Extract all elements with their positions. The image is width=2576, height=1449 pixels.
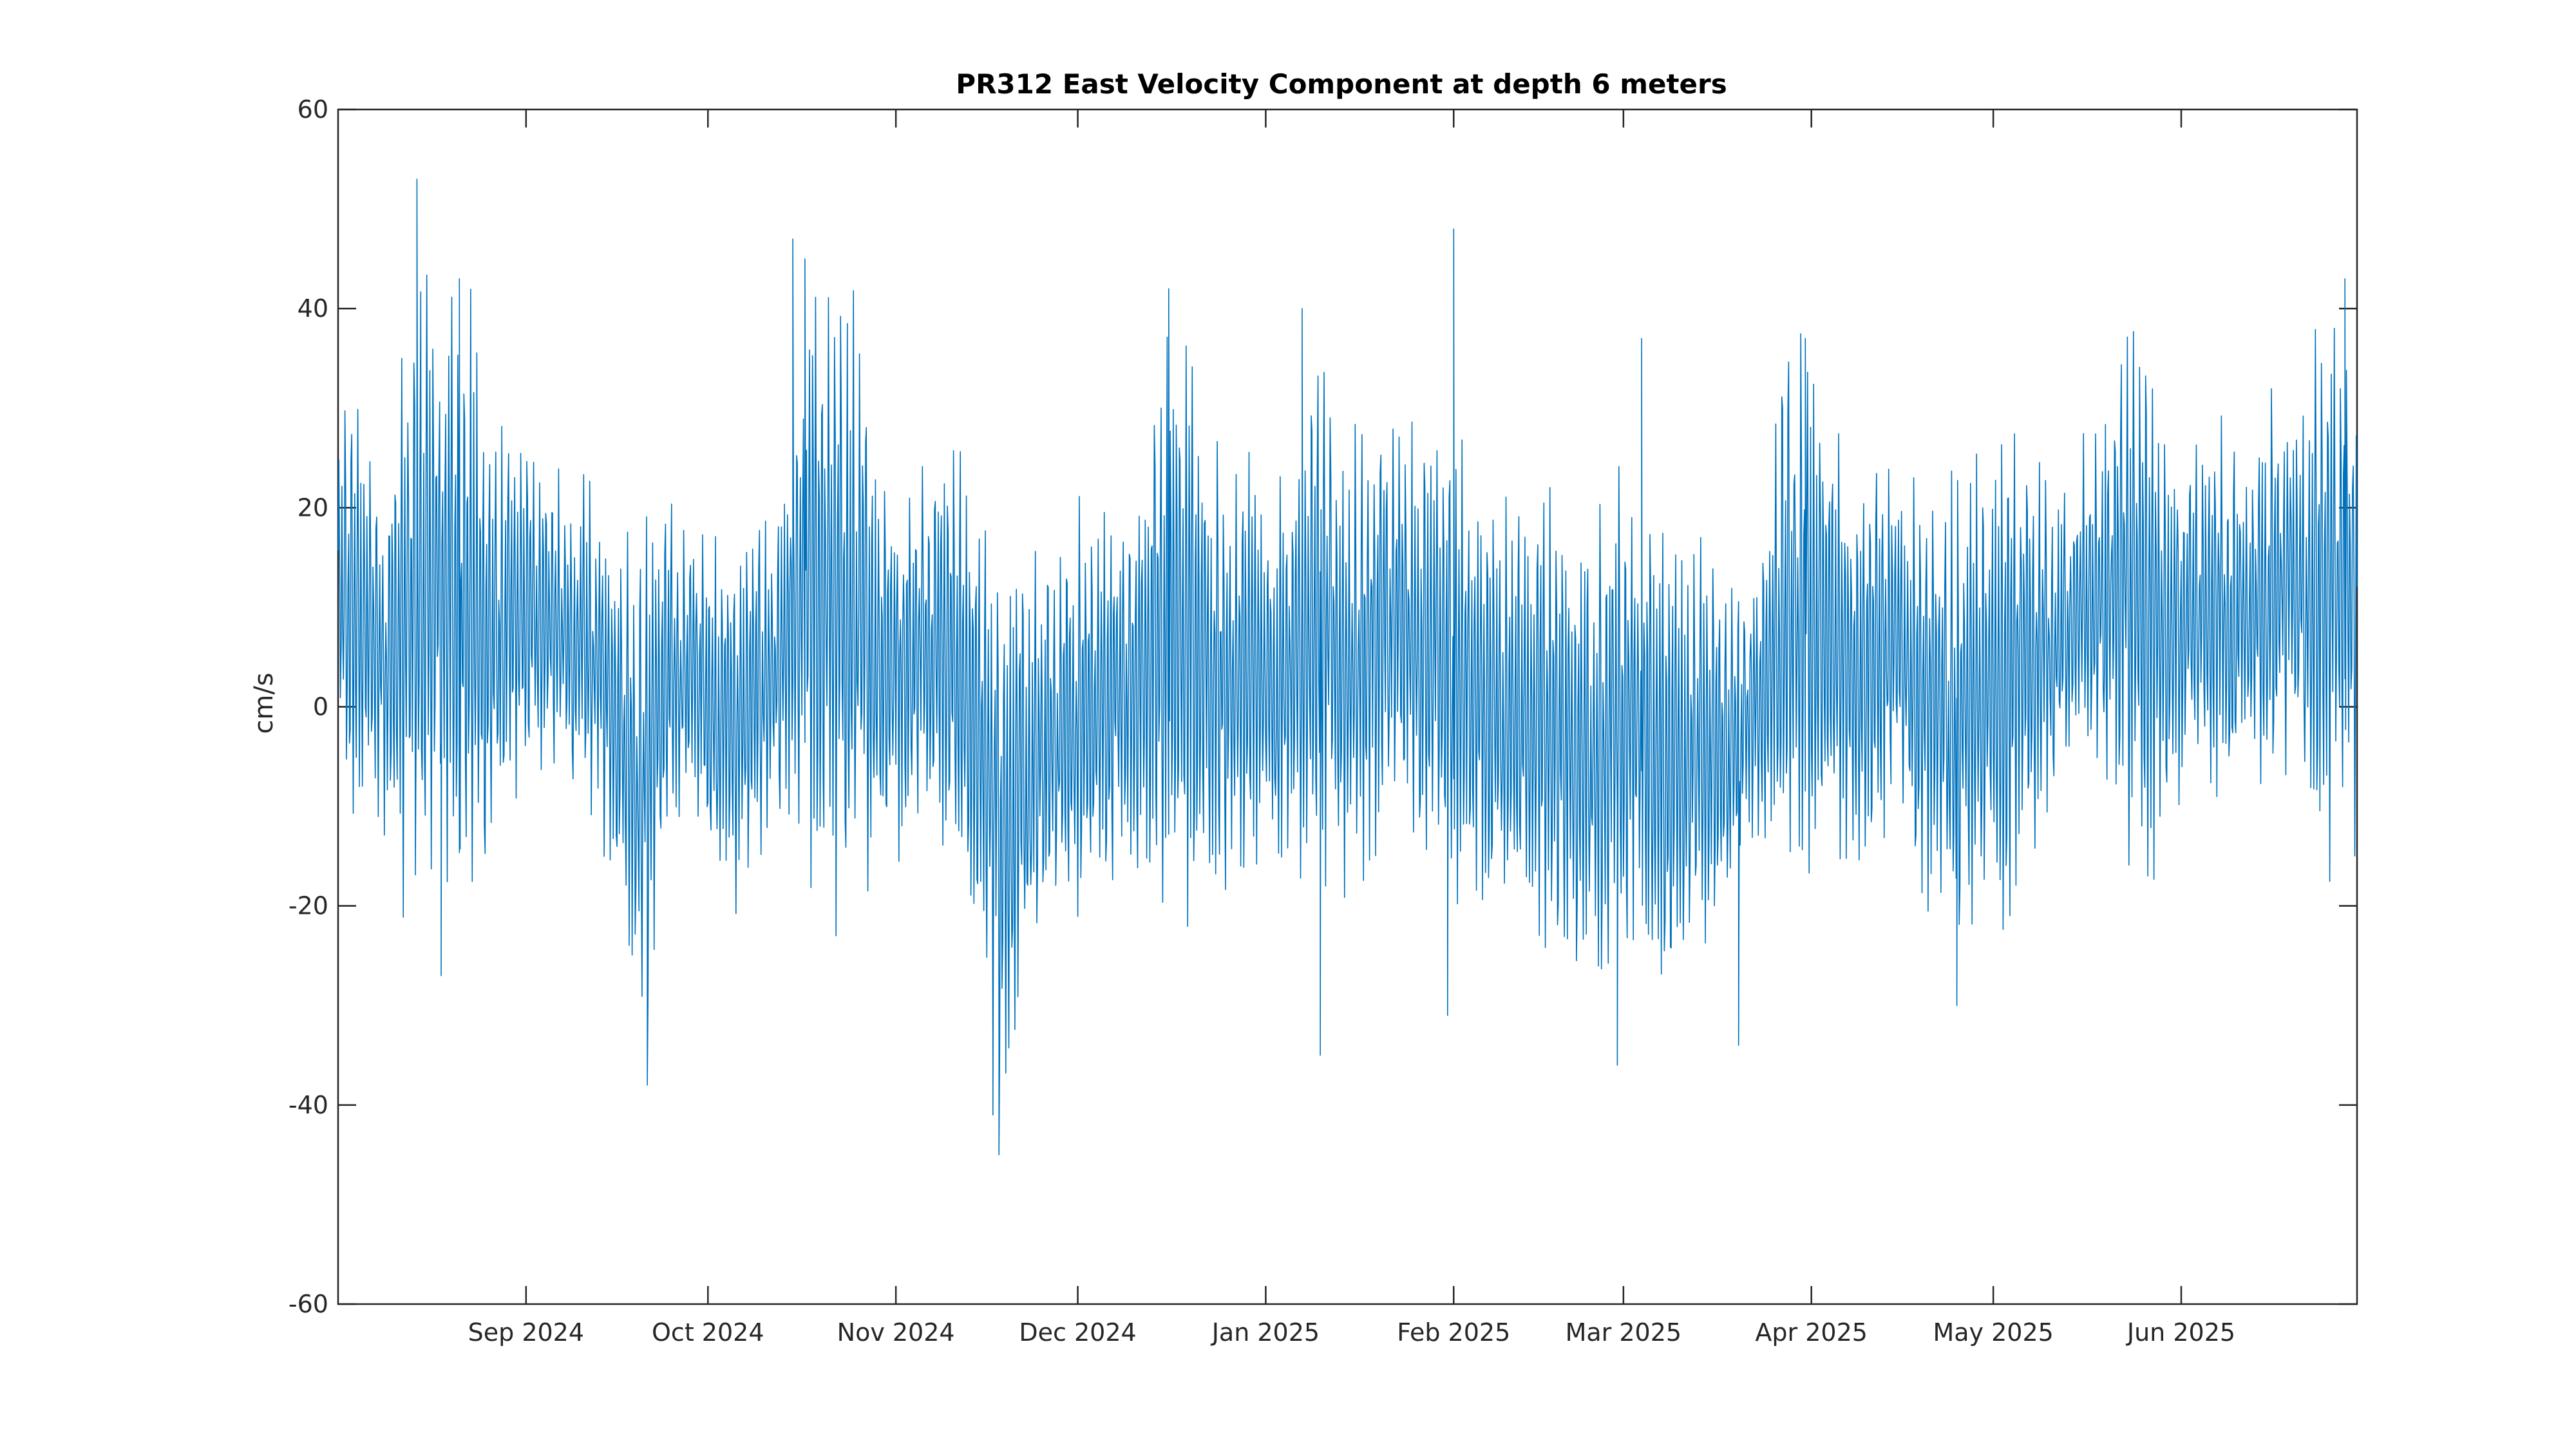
y-tick-label: -40 <box>289 1091 328 1119</box>
x-tick-label: Jun 2025 <box>2126 1318 2235 1347</box>
y-tick-label: 60 <box>298 95 328 124</box>
x-tick-label: Jan 2025 <box>1211 1318 1320 1347</box>
y-tick-label: -20 <box>289 892 328 920</box>
y-tick-label: 0 <box>313 693 328 721</box>
y-tick-label: 40 <box>298 294 328 323</box>
x-tick-label: Feb 2025 <box>1397 1318 1510 1347</box>
y-tick-label: 20 <box>298 493 328 522</box>
x-tick-label: Dec 2024 <box>1019 1318 1136 1347</box>
velocity-series-line <box>337 178 2358 1155</box>
chart-title: PR312 East Velocity Component at depth 6… <box>956 68 1727 100</box>
axes-box <box>337 108 2358 1305</box>
plot-area: -60 -40 -20 0 20 40 60 Sep 2024 Oct 2024 Nov 2024… <box>289 95 2358 1347</box>
x-tick-label: Nov 2024 <box>837 1318 955 1347</box>
y-tick-label: -60 <box>289 1290 328 1318</box>
x-tick-label: Mar 2025 <box>1566 1318 1681 1347</box>
x-tick-label: Apr 2025 <box>1755 1318 1868 1347</box>
x-tick-label: Oct 2024 <box>652 1318 764 1347</box>
x-tick-label: Sep 2024 <box>468 1318 584 1347</box>
x-tick-label: May 2025 <box>1933 1318 2053 1347</box>
y-axis-label: cm/s <box>249 672 279 734</box>
